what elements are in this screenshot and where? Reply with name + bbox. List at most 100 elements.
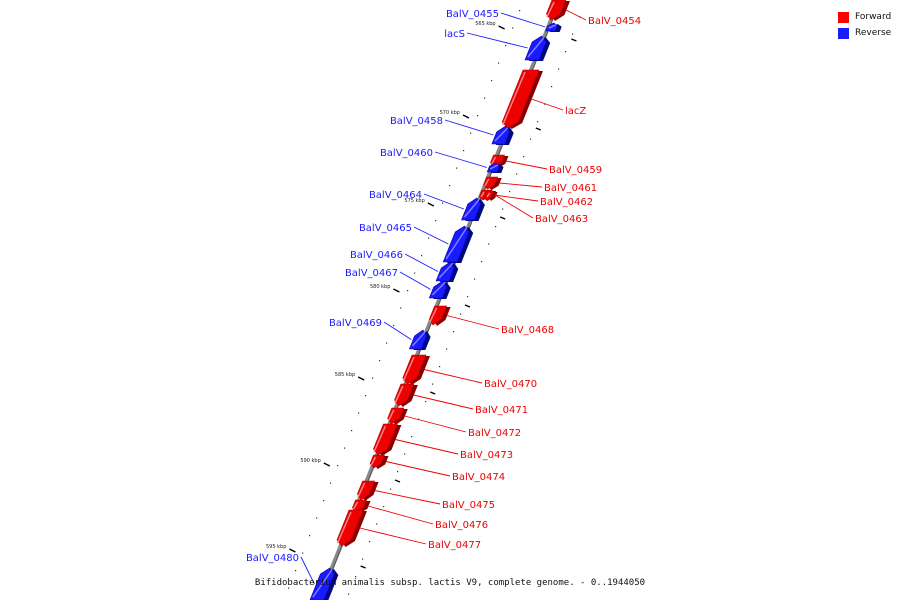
- tick-mark: [498, 25, 505, 30]
- label-leader: [424, 369, 483, 384]
- minor-tick: [435, 220, 437, 222]
- gene-label[interactable]: BalV_0459: [549, 165, 602, 176]
- label-leader: [413, 394, 474, 410]
- gene-balv_0474[interactable]: [369, 454, 389, 469]
- gene-balv_0467[interactable]: [428, 280, 451, 299]
- legend-reverse-swatch: [838, 27, 849, 39]
- gene-arrow: [387, 407, 405, 425]
- minor-tick: [463, 150, 465, 152]
- legend-forward-label: Forward: [855, 12, 892, 22]
- gene-label[interactable]: BalV_0467: [345, 268, 398, 279]
- gene-label[interactable]: BalV_0471: [475, 405, 528, 416]
- gene-balv_0472[interactable]: [387, 407, 408, 425]
- minor-tick: [544, 103, 546, 105]
- gene-label[interactable]: BalV_0455: [446, 9, 499, 20]
- minor-tick: [425, 401, 427, 403]
- gene-label[interactable]: BalV_0477: [428, 540, 481, 551]
- tick-label: 575 kbp: [404, 198, 424, 204]
- gene-balv_0461[interactable]: [483, 176, 502, 190]
- gene-label[interactable]: BalV_0464: [369, 190, 422, 201]
- gene-balv_0468[interactable]: [429, 305, 451, 326]
- minor-tick: [407, 290, 409, 292]
- gene-label[interactable]: BalV_0468: [501, 325, 554, 336]
- gene-label[interactable]: BalV_0458: [390, 116, 443, 127]
- gene-balv_0463[interactable]: [484, 190, 498, 201]
- minor-tick: [509, 191, 511, 193]
- minor-tick: [477, 115, 479, 117]
- minor-tick: [442, 202, 444, 204]
- gene-arrow: [369, 454, 385, 469]
- gene-highlight: [489, 164, 499, 170]
- tick-mark: [427, 202, 435, 207]
- tick-mark: [393, 288, 400, 293]
- gene-highlight: [502, 71, 526, 126]
- tick-mark: [360, 565, 366, 569]
- gene-label[interactable]: BalV_0465: [359, 223, 412, 234]
- gene-label[interactable]: BalV_0475: [442, 500, 495, 511]
- gene-lacz[interactable]: [501, 69, 543, 129]
- gene-balv_0458[interactable]: [491, 125, 514, 145]
- gene-label[interactable]: lacZ: [565, 106, 586, 117]
- gene-arrow: [546, 0, 567, 21]
- gene-highlight: [431, 282, 446, 296]
- minor-tick: [376, 523, 378, 525]
- minor-tick: [330, 482, 332, 484]
- gene-label[interactable]: lacS: [444, 29, 465, 40]
- gene-balv_0471[interactable]: [394, 383, 418, 407]
- gene-label[interactable]: BalV_0473: [460, 450, 513, 461]
- gene-balv_0455[interactable]: [545, 22, 562, 32]
- gene-label[interactable]: BalV_0460: [380, 148, 433, 159]
- label-leader: [413, 226, 449, 245]
- gene-label[interactable]: BalV_0454: [588, 16, 641, 27]
- label-leader: [446, 315, 500, 330]
- gene-lacs[interactable]: [524, 35, 551, 61]
- gene-highlight: [411, 331, 426, 347]
- gene-label[interactable]: BalV_0466: [350, 250, 403, 261]
- gene-highlight: [438, 263, 453, 279]
- gene-label[interactable]: BalV_0472: [468, 428, 521, 439]
- minor-tick: [428, 237, 430, 239]
- gene-label[interactable]: BalV_0461: [544, 183, 597, 194]
- tick-mark: [571, 38, 577, 42]
- label-leader: [495, 195, 534, 219]
- gene-label[interactable]: BalV_0480: [246, 553, 299, 564]
- minor-tick: [519, 10, 521, 12]
- gene-highlight: [336, 511, 352, 544]
- gene-balv_0466[interactable]: [435, 261, 459, 282]
- gene-balv_0465[interactable]: [442, 225, 474, 263]
- legend-reverse: Reverse: [838, 25, 891, 41]
- label-leader: [383, 321, 412, 340]
- gene-label[interactable]: BalV_0470: [484, 379, 537, 390]
- minor-tick: [512, 27, 514, 29]
- tick-mark: [464, 304, 471, 308]
- gene-highlight: [387, 409, 395, 422]
- minor-tick: [446, 348, 448, 350]
- gene-balv_0480[interactable]: [309, 567, 339, 600]
- gene-balv_0460[interactable]: [486, 162, 504, 173]
- minor-tick: [323, 500, 325, 502]
- gene-label[interactable]: BalV_0463: [535, 214, 588, 225]
- tick-mark: [323, 462, 331, 467]
- gene-label[interactable]: BalV_0469: [329, 318, 382, 329]
- gene-balv_0477[interactable]: [336, 509, 367, 547]
- gene-label[interactable]: BalV_0474: [452, 472, 505, 483]
- gene-arrow: [357, 480, 376, 501]
- minor-tick: [355, 576, 357, 578]
- label-leader: [531, 98, 564, 111]
- gene-balv_0464[interactable]: [461, 197, 485, 221]
- gene-label-layer: BalV_0454 BalV_0455 lacS lacZ BalV_0458 BalV_…: [246, 9, 641, 585]
- minor-tick: [498, 62, 500, 64]
- minor-tick: [386, 342, 388, 344]
- gene-balv_0473[interactable]: [373, 423, 402, 456]
- gene-highlight: [373, 425, 387, 453]
- gene-balv_0454[interactable]: [546, 0, 570, 21]
- label-leader: [434, 151, 488, 168]
- minor-tick: [491, 80, 493, 82]
- gene-label[interactable]: BalV_0462: [540, 197, 593, 208]
- gene-balv_0475[interactable]: [357, 480, 379, 501]
- gene-label[interactable]: BalV_0476: [435, 520, 488, 531]
- minor-tick: [505, 45, 507, 47]
- gene-balv_0469[interactable]: [408, 329, 431, 350]
- minor-tick: [400, 307, 402, 309]
- gene-balv_0470[interactable]: [402, 354, 430, 385]
